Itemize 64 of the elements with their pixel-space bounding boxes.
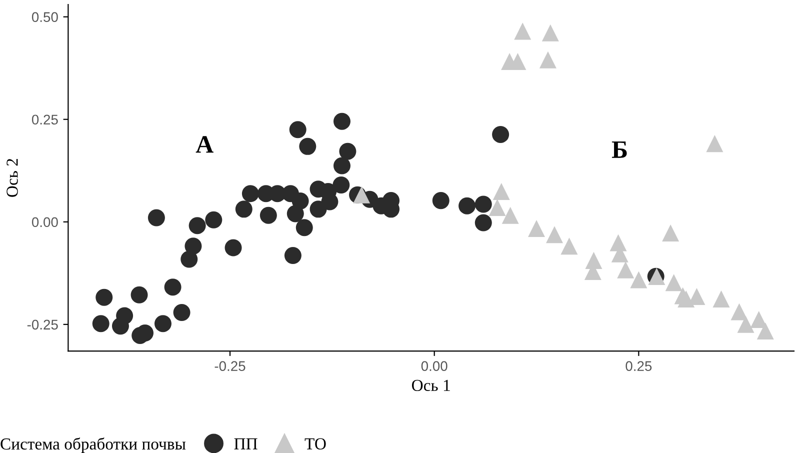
point bbox=[96, 288, 113, 306]
point bbox=[560, 238, 578, 255]
point bbox=[488, 199, 506, 216]
point bbox=[333, 157, 350, 174]
x-tick-label: 0.00 bbox=[421, 361, 448, 371]
point bbox=[730, 303, 748, 320]
point bbox=[756, 322, 774, 340]
point bbox=[492, 126, 510, 144]
y-tick-label: 0.50 bbox=[32, 12, 58, 22]
point bbox=[678, 290, 695, 308]
point bbox=[333, 112, 350, 130]
point bbox=[706, 135, 724, 152]
point bbox=[492, 183, 510, 200]
y-axis-title: Ось 2 bbox=[6, 158, 18, 197]
point bbox=[546, 226, 563, 244]
y-tick-label: -0.25 bbox=[27, 320, 58, 330]
point bbox=[542, 24, 559, 42]
x-tick-label: -0.25 bbox=[214, 361, 246, 371]
x-tick-label: 0.25 bbox=[626, 361, 652, 371]
point bbox=[296, 219, 313, 236]
point bbox=[665, 274, 682, 292]
point bbox=[458, 197, 476, 214]
point bbox=[514, 22, 532, 40]
y-tick-label: 0.00 bbox=[32, 217, 58, 228]
point bbox=[184, 238, 202, 255]
annotation: А bbox=[196, 136, 214, 153]
annotation: Б bbox=[612, 141, 627, 158]
point bbox=[154, 315, 172, 332]
legend-label: ПП bbox=[234, 438, 258, 450]
point bbox=[712, 290, 730, 308]
point bbox=[299, 138, 316, 155]
point bbox=[502, 206, 519, 224]
point bbox=[539, 51, 556, 68]
point bbox=[260, 206, 277, 224]
point bbox=[737, 316, 754, 333]
point bbox=[292, 192, 309, 210]
point bbox=[662, 224, 680, 242]
point bbox=[130, 286, 148, 304]
point bbox=[173, 304, 190, 322]
point bbox=[242, 185, 259, 202]
y-tick-label: 0.25 bbox=[32, 114, 58, 125]
point bbox=[188, 217, 206, 234]
point bbox=[180, 250, 198, 268]
point bbox=[332, 176, 350, 194]
point bbox=[284, 247, 302, 264]
legend-label: ТО bbox=[304, 438, 326, 450]
point bbox=[112, 318, 129, 335]
point bbox=[339, 142, 356, 160]
point bbox=[205, 211, 222, 228]
point bbox=[432, 192, 450, 210]
legend-title: Система обработки почвы bbox=[0, 438, 186, 453]
point bbox=[353, 186, 370, 204]
point bbox=[235, 200, 252, 218]
point bbox=[474, 214, 492, 232]
point bbox=[92, 315, 110, 332]
point bbox=[164, 278, 182, 296]
point bbox=[617, 261, 634, 278]
point bbox=[630, 271, 648, 288]
point bbox=[474, 196, 492, 213]
x-axis-title: Ось 1 bbox=[412, 380, 450, 392]
point bbox=[528, 220, 546, 237]
point bbox=[148, 209, 165, 226]
point bbox=[289, 121, 306, 138]
point bbox=[224, 239, 242, 256]
